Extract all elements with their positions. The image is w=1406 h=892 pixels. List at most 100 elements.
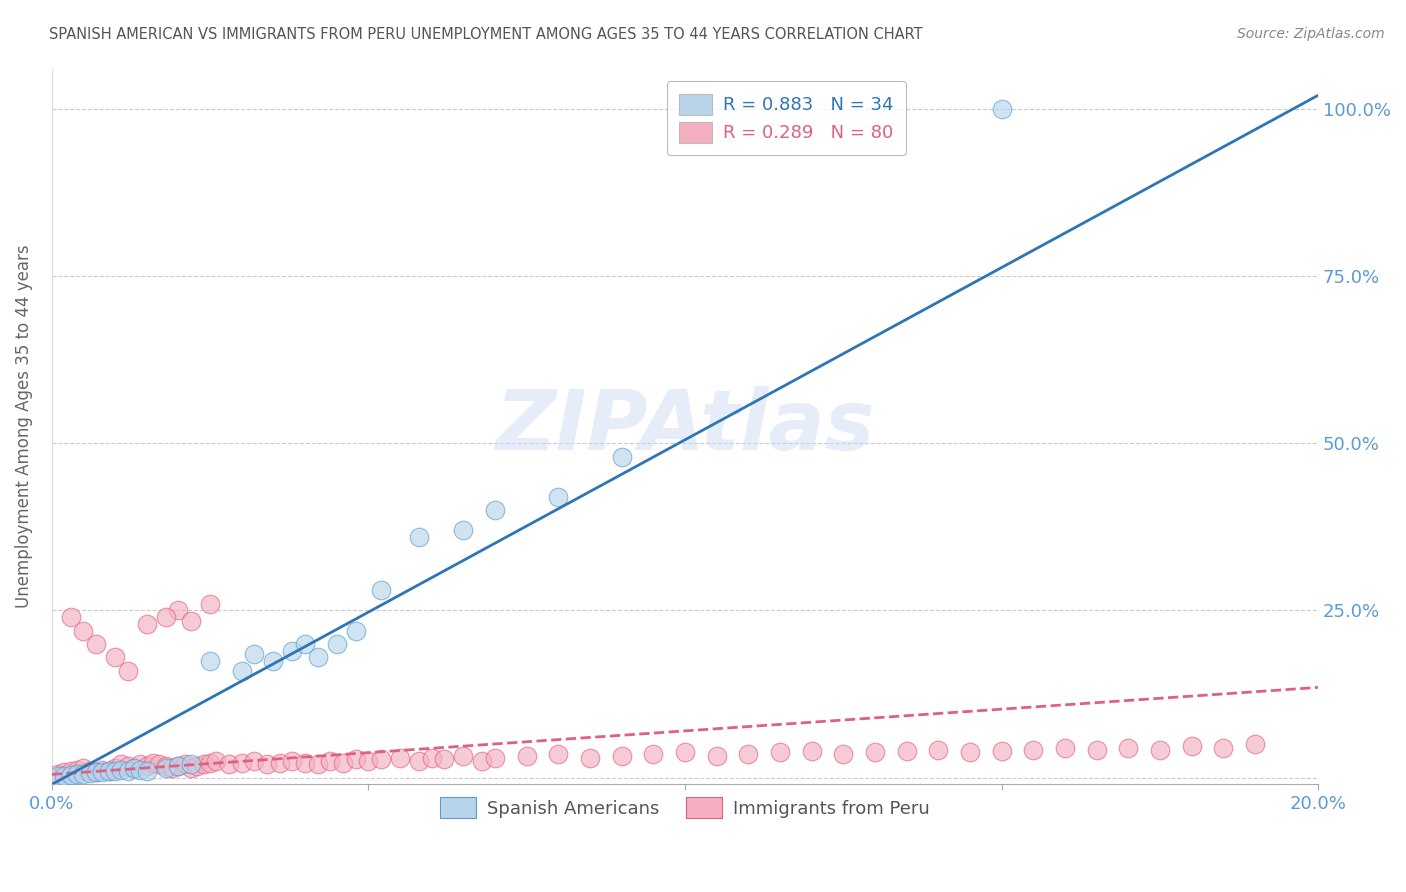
Point bbox=[990, 744, 1012, 758]
Point bbox=[262, 654, 284, 668]
Point bbox=[269, 756, 291, 770]
Point bbox=[319, 754, 342, 768]
Legend: Spanish Americans, Immigrants from Peru: Spanish Americans, Immigrants from Peru bbox=[433, 790, 938, 825]
Point bbox=[243, 647, 266, 661]
Point bbox=[408, 754, 430, 768]
Point bbox=[180, 761, 202, 775]
Point bbox=[927, 742, 949, 756]
Point bbox=[896, 744, 918, 758]
Point bbox=[256, 757, 278, 772]
Point bbox=[129, 763, 152, 777]
Text: SPANISH AMERICAN VS IMMIGRANTS FROM PERU UNEMPLOYMENT AMONG AGES 35 TO 44 YEARS : SPANISH AMERICAN VS IMMIGRANTS FROM PERU… bbox=[49, 27, 922, 42]
Point bbox=[110, 763, 132, 777]
Text: Source: ZipAtlas.com: Source: ZipAtlas.com bbox=[1237, 27, 1385, 41]
Point bbox=[737, 747, 759, 762]
Point bbox=[167, 603, 190, 617]
Point bbox=[180, 757, 202, 772]
Point bbox=[453, 523, 475, 537]
Point bbox=[547, 747, 569, 762]
Point bbox=[46, 769, 69, 783]
Point bbox=[547, 490, 569, 504]
Point bbox=[205, 754, 228, 768]
Point bbox=[117, 664, 139, 678]
Point bbox=[104, 764, 127, 778]
Point bbox=[1243, 737, 1265, 751]
Point bbox=[769, 745, 792, 759]
Point bbox=[294, 637, 316, 651]
Point bbox=[97, 764, 120, 778]
Point bbox=[706, 749, 728, 764]
Point bbox=[408, 530, 430, 544]
Point bbox=[160, 761, 183, 775]
Point bbox=[281, 643, 304, 657]
Point bbox=[344, 624, 367, 638]
Point bbox=[370, 752, 392, 766]
Point bbox=[325, 637, 347, 651]
Point bbox=[46, 767, 69, 781]
Point bbox=[357, 754, 380, 768]
Point bbox=[84, 765, 107, 780]
Point bbox=[453, 749, 475, 764]
Point bbox=[231, 756, 253, 770]
Point bbox=[243, 754, 266, 768]
Point bbox=[218, 757, 240, 772]
Point bbox=[198, 597, 221, 611]
Point bbox=[1022, 742, 1045, 756]
Point bbox=[110, 757, 132, 772]
Point bbox=[433, 752, 456, 766]
Point bbox=[97, 764, 120, 778]
Point bbox=[1149, 742, 1171, 756]
Point bbox=[167, 758, 190, 772]
Point bbox=[53, 769, 76, 783]
Point bbox=[198, 756, 221, 770]
Point bbox=[79, 764, 101, 778]
Point bbox=[420, 750, 443, 764]
Point bbox=[66, 767, 89, 781]
Point bbox=[148, 757, 170, 772]
Point bbox=[135, 758, 157, 772]
Point bbox=[180, 614, 202, 628]
Point bbox=[135, 616, 157, 631]
Point bbox=[122, 761, 145, 775]
Point bbox=[129, 757, 152, 772]
Point bbox=[59, 764, 82, 778]
Point bbox=[104, 761, 127, 775]
Point bbox=[59, 610, 82, 624]
Point bbox=[104, 650, 127, 665]
Point bbox=[91, 764, 114, 779]
Point bbox=[79, 766, 101, 780]
Point bbox=[142, 756, 165, 770]
Point bbox=[186, 758, 208, 772]
Point bbox=[1212, 740, 1234, 755]
Point bbox=[610, 450, 633, 464]
Point bbox=[84, 765, 107, 780]
Point bbox=[959, 745, 981, 759]
Point bbox=[610, 749, 633, 764]
Point bbox=[332, 756, 354, 770]
Point bbox=[155, 610, 177, 624]
Point bbox=[344, 752, 367, 766]
Text: ZIPAtlas: ZIPAtlas bbox=[495, 386, 875, 467]
Point bbox=[294, 756, 316, 770]
Point bbox=[484, 750, 506, 764]
Point bbox=[53, 765, 76, 780]
Point bbox=[117, 764, 139, 778]
Point bbox=[281, 754, 304, 768]
Point bbox=[579, 750, 602, 764]
Point bbox=[117, 758, 139, 772]
Point bbox=[484, 503, 506, 517]
Point bbox=[167, 758, 190, 772]
Point bbox=[84, 637, 107, 651]
Point bbox=[307, 757, 329, 772]
Point bbox=[155, 761, 177, 775]
Point bbox=[122, 761, 145, 775]
Point bbox=[863, 745, 886, 759]
Point bbox=[673, 745, 696, 759]
Point bbox=[388, 750, 411, 764]
Point bbox=[173, 757, 195, 772]
Point bbox=[72, 761, 94, 775]
Point bbox=[516, 749, 538, 764]
Point bbox=[832, 747, 855, 762]
Point bbox=[72, 624, 94, 638]
Point bbox=[91, 763, 114, 777]
